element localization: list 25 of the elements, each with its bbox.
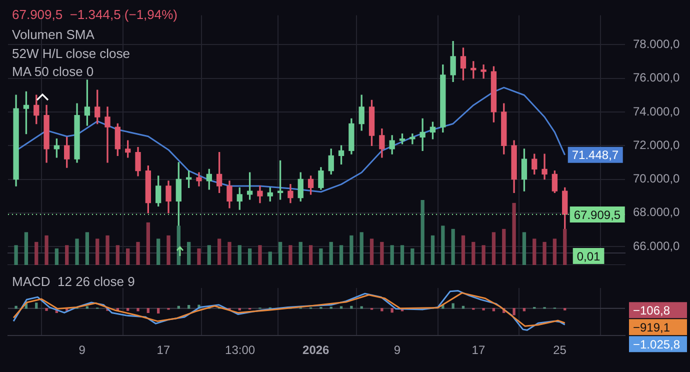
y-tick-label: 66.000,0 [633, 238, 680, 253]
x-tick-label: 17 [156, 343, 170, 358]
y-tick-label: 72.000,0 [633, 138, 680, 152]
x-tick-label: 17 [472, 343, 486, 358]
text: −1.025,8 [633, 337, 680, 352]
y-tick-label: 68.000,0 [633, 205, 680, 220]
annotation: 0,01 [576, 249, 601, 264]
text: −919,1 [633, 320, 670, 334]
text: −106,8 [633, 303, 670, 318]
annotation: MA 50 close 0 [12, 64, 94, 79]
y-tick-label: 74.000,0 [633, 104, 680, 118]
chart-title: MACD 12 26 close 9 [12, 274, 135, 289]
x-tick-label: 9 [394, 343, 401, 358]
x-tick-label: 2026 [302, 343, 330, 358]
x-tick-label: 9 [78, 343, 86, 358]
annotation: 52W H/L close close [12, 46, 130, 60]
y-tick-label: 70.000,0 [633, 172, 680, 186]
x-tick-label: 25 [553, 343, 567, 358]
data-label: 71.448,7 [572, 148, 619, 162]
chart-title: 67.909,5 −1.344,5 (−1,94%) [12, 7, 178, 22]
ref-line-label: 67.909,5 [574, 208, 621, 222]
annotation: Volumen SMA [12, 27, 94, 42]
y-tick-label: 78.000,0 [633, 36, 680, 51]
x-tick-label: 13:00 [225, 343, 256, 358]
y-tick-label: 76.000,0 [633, 70, 680, 85]
